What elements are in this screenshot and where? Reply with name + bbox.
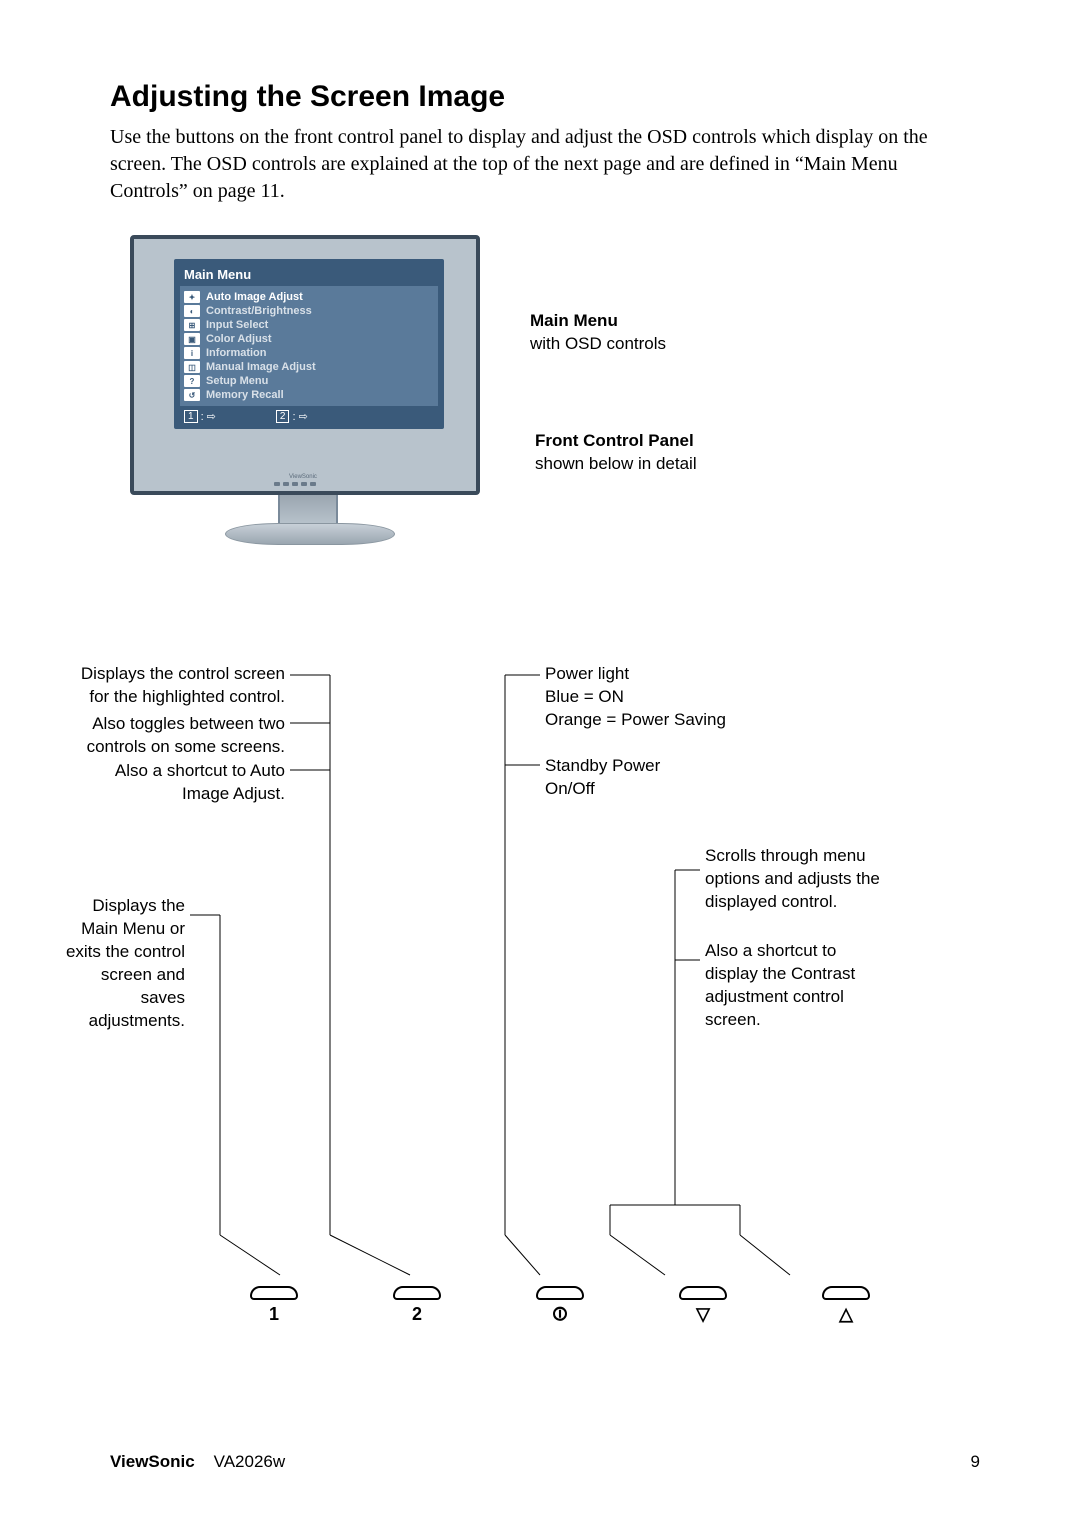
osd-item: ▣Color Adjust xyxy=(184,332,434,346)
annot-shortcut-contrast: Also a shortcut to display the Contrast … xyxy=(705,940,885,1032)
button-up: △ xyxy=(822,1286,870,1325)
osd-item: ?Setup Menu xyxy=(184,374,434,388)
button-1: 1 xyxy=(250,1286,298,1325)
osd-item: ◫Manual Image Adjust xyxy=(184,360,434,374)
osd-title: Main Menu xyxy=(180,265,438,286)
osd-item: ✦Auto Image Adjust xyxy=(184,290,434,304)
monitor-logo: ViewSonic xyxy=(289,474,317,480)
osd-footer: 1: ⇨ 2: ⇨ xyxy=(180,406,438,423)
annot-scroll: Scrolls through menu options and adjusts… xyxy=(705,845,885,914)
monitor-button-strip xyxy=(274,482,316,486)
monitor-frame: Main Menu ✦Auto Image Adjust◐Contrast/Br… xyxy=(130,235,480,495)
button-row: 1 2 ⏼ ▽ △ xyxy=(250,1286,870,1325)
callout-main-menu: Main Menu with OSD controls xyxy=(530,310,666,356)
annot-toggle-controls: Also toggles between two controls on som… xyxy=(80,713,285,759)
annot-standby: Standby Power On/Off xyxy=(545,755,705,801)
osd-menu-list: ✦Auto Image Adjust◐Contrast/Brightness⊞I… xyxy=(180,286,438,406)
intro-paragraph: Use the buttons on the front control pan… xyxy=(110,124,980,205)
osd-panel: Main Menu ✦Auto Image Adjust◐Contrast/Br… xyxy=(174,259,444,429)
page-title: Adjusting the Screen Image xyxy=(110,80,980,114)
button-power: ⏼ xyxy=(536,1286,584,1325)
callout-front-panel: Front Control Panel shown below in detai… xyxy=(535,430,697,476)
button-2: 2 xyxy=(393,1286,441,1325)
controls-diagram: Displays the control screen for the high… xyxy=(110,615,980,1335)
osd-item: ↺Memory Recall xyxy=(184,388,434,402)
footer-model: VA2026w xyxy=(214,1452,286,1471)
annot-power-light: Power light Blue = ON Orange = Power Sav… xyxy=(545,663,726,732)
osd-item: ◐Contrast/Brightness xyxy=(184,304,434,318)
annot-display-control-screen: Displays the control screen for the high… xyxy=(80,663,285,709)
button-down: ▽ xyxy=(679,1286,727,1325)
osd-item: iInformation xyxy=(184,346,434,360)
annot-shortcut-auto: Also a shortcut to Auto Image Adjust. xyxy=(80,760,285,806)
monitor-stand-neck xyxy=(278,495,338,525)
footer-brand: ViewSonic xyxy=(110,1452,195,1471)
annot-display-main-menu: Displays the Main Menu or exits the cont… xyxy=(60,895,185,1033)
page-footer: ViewSonic VA2026w 9 xyxy=(110,1452,980,1472)
footer-page-number: 9 xyxy=(971,1452,980,1472)
osd-item: ⊞Input Select xyxy=(184,318,434,332)
monitor-stand-base xyxy=(225,523,395,545)
monitor-illustration: Main Menu ✦Auto Image Adjust◐Contrast/Br… xyxy=(130,235,980,555)
